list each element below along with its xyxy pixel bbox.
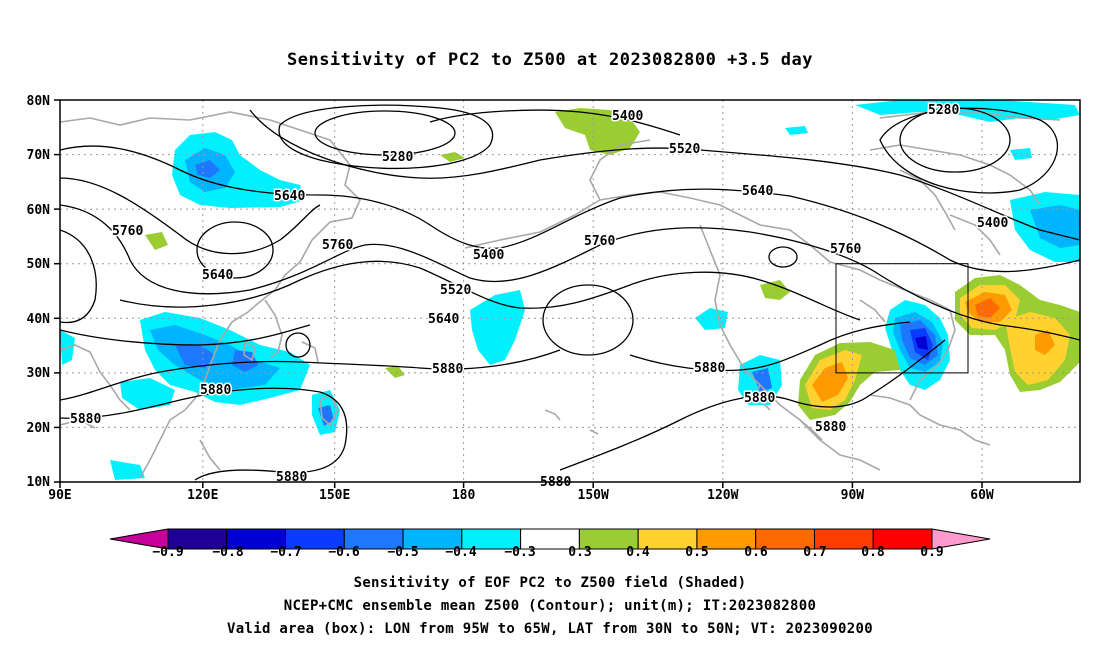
contour-label: 5640: [742, 184, 773, 199]
colorbar: −0.9 −0.8 −0.7 −0.6 −0.5 −0.4 −0.3 0.3 0…: [109, 528, 991, 560]
contour-label: 5400: [977, 216, 1008, 231]
colorbar-label: 0.4: [626, 545, 650, 560]
colorbar-label: −0.9: [152, 545, 183, 560]
caption-shaded: Sensitivity of EOF PC2 to Z500 field (Sh…: [353, 575, 747, 591]
lat-label: 70N: [27, 148, 51, 163]
lon-label: 60W: [970, 488, 994, 503]
colorbar-label: 0.5: [685, 545, 708, 560]
contour-label: 5760: [584, 234, 615, 249]
valid-area-box: [835, 263, 969, 374]
lat-label: 20N: [27, 421, 51, 436]
lat-label: 60N: [27, 203, 51, 218]
lat-labels: 10N 20N 30N 40N 50N 60N 70N 80N: [27, 94, 51, 490]
contour-label: 5640: [428, 312, 459, 327]
colorbar-label: −0.3: [504, 545, 535, 560]
contour-label: 5880: [432, 362, 463, 377]
colorbar-label: 0.9: [920, 545, 943, 560]
colorbar-label: 0.3: [568, 545, 591, 560]
colorbar-right-tip: [931, 528, 991, 550]
contour-label: 5520: [669, 142, 700, 157]
colorbar-boxes: [167, 528, 933, 550]
lon-label: 150E: [319, 488, 350, 503]
contour-label: 5760: [830, 242, 861, 257]
colorbar-label: −0.6: [328, 545, 359, 560]
contour-label: 5640: [202, 268, 233, 283]
colorbar-label: 0.7: [803, 545, 826, 560]
contour-label: 5880: [200, 383, 231, 398]
contour-label-layer: 5280 5280 5400 5400 5400 5520 5520 5640 …: [69, 102, 1010, 492]
sensitivity-shading: [60, 100, 1080, 480]
contour-label: 5880: [815, 420, 846, 435]
lon-label: 90W: [841, 488, 865, 503]
coastlines: [60, 111, 1061, 479]
colorbar-label: −0.7: [270, 545, 301, 560]
plot-title: Sensitivity of PC2 to Z500 at 2023082800…: [286, 50, 813, 70]
lat-label: 80N: [27, 94, 51, 109]
caption-contour: NCEP+CMC ensemble mean Z500 (Contour); u…: [283, 598, 817, 614]
colorbar-label: 0.6: [744, 545, 768, 560]
contour-label: 5880: [694, 361, 725, 376]
contour-label: 5400: [612, 109, 643, 124]
lat-label: 10N: [27, 475, 51, 490]
colorbar-label: 0.8: [861, 545, 885, 560]
colorbar-label: −0.8: [212, 545, 243, 560]
lon-labels: 90E 120E 150E 180 150W 120W 90W 60W: [48, 488, 994, 503]
lon-label: 120W: [707, 488, 738, 503]
contour-label: 5280: [382, 150, 413, 165]
contour-label: 5640: [274, 189, 305, 204]
contour-label: 5880: [744, 391, 775, 406]
lat-label: 30N: [27, 366, 51, 381]
lon-label: 180: [452, 488, 476, 503]
colorbar-label: −0.5: [387, 545, 418, 560]
lon-label: 150W: [578, 488, 609, 503]
axis-ticks: [54, 99, 983, 488]
contour-label: 5880: [70, 412, 101, 427]
colorbar-labels: −0.9 −0.8 −0.7 −0.6 −0.5 −0.4 −0.3 0.3 0…: [152, 545, 943, 560]
lon-label: 90E: [48, 488, 71, 503]
plot-frame: [59, 99, 1081, 483]
graticule: [60, 100, 1080, 482]
contour-label: 5760: [322, 238, 353, 253]
contour-label: 5520: [440, 283, 471, 298]
z500-contours: [60, 104, 1080, 481]
lat-label: 40N: [27, 312, 51, 327]
contour-label: 5280: [928, 103, 959, 118]
contour-label: 5400: [473, 248, 504, 263]
caption-valid-area: Valid area (box): LON from 95W to 65W, L…: [227, 621, 873, 637]
lat-label: 50N: [27, 257, 51, 272]
colorbar-label: −0.4: [445, 545, 476, 560]
contour-label: 5760: [112, 224, 143, 239]
lon-label: 120E: [187, 488, 218, 503]
